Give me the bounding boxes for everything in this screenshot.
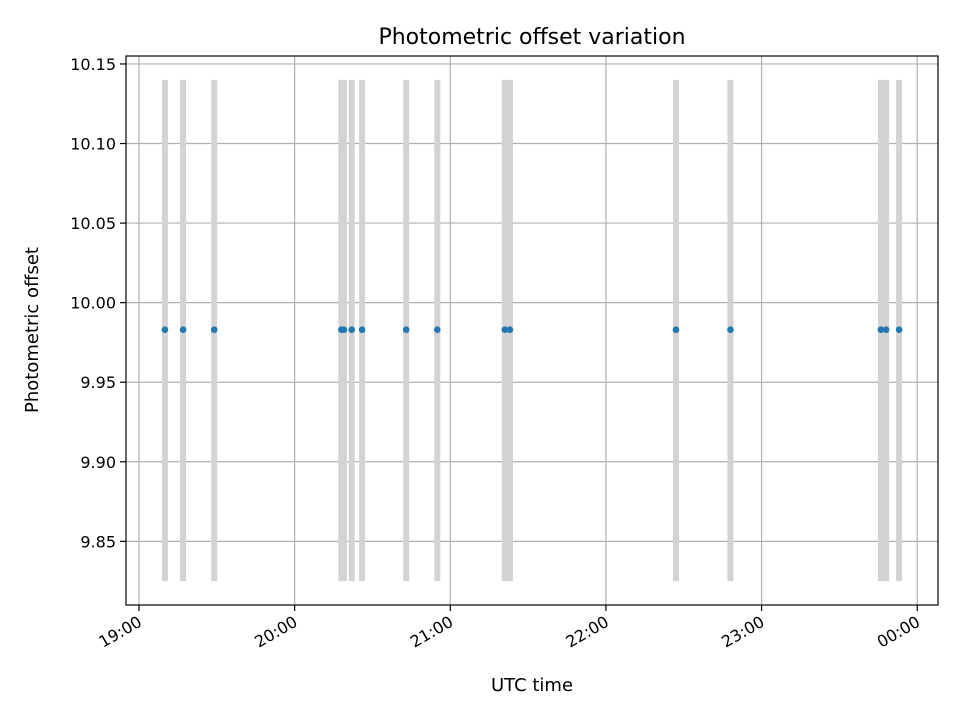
data-point <box>210 326 218 334</box>
data-point <box>179 326 187 334</box>
data-point <box>506 326 514 334</box>
plot-frame <box>125 55 939 606</box>
data-point <box>358 326 366 334</box>
data-point <box>895 326 903 334</box>
y-tick-label: 10.05 <box>70 214 116 233</box>
y-tick-label: 9.95 <box>80 373 116 392</box>
y-tick-label: 10.15 <box>70 55 116 74</box>
y-tick-label: 9.90 <box>80 453 116 472</box>
data-point <box>882 326 890 334</box>
data-point <box>672 326 680 334</box>
data-point <box>877 326 885 334</box>
x-axis-label: UTC time <box>491 675 573 696</box>
chart-title: Photometric offset variation <box>378 25 685 50</box>
y-tick-label: 10.00 <box>70 294 116 313</box>
grid <box>126 56 938 605</box>
data-point <box>434 326 441 334</box>
data-point <box>340 326 348 334</box>
y-ticks: 9.85 9.90 9.95 10.00 10.05 10.10 10.15 <box>70 55 126 551</box>
data-point <box>501 326 509 334</box>
y-tick-label: 10.10 <box>70 135 116 154</box>
y-axis-label: Photometric offset <box>22 247 43 413</box>
data-point <box>348 326 355 334</box>
data-point <box>727 326 734 334</box>
data-point <box>402 326 410 334</box>
data-points <box>161 326 903 334</box>
data-point <box>161 326 169 334</box>
y-tick-label: 9.85 <box>80 532 116 551</box>
